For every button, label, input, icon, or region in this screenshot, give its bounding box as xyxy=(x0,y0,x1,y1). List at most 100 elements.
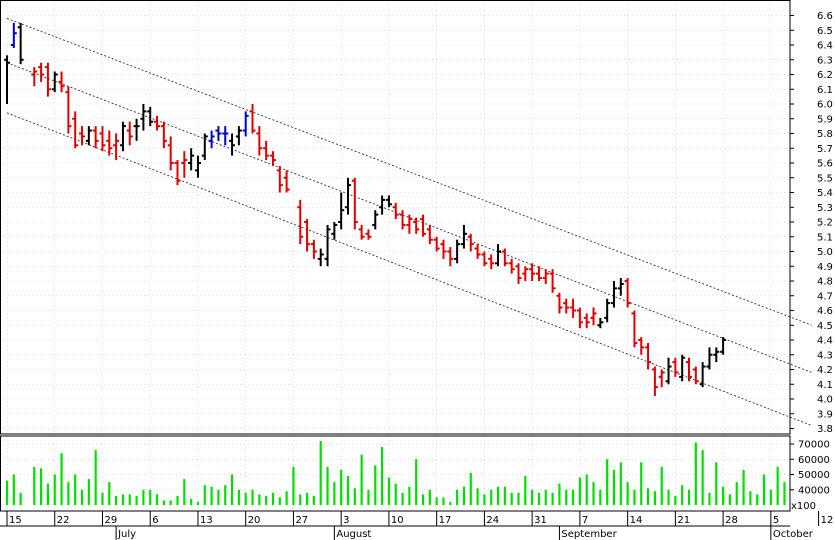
price-tick-label: 5.1 xyxy=(817,232,833,243)
ohlc-bar xyxy=(699,362,706,388)
price-tick-label: 4.4 xyxy=(817,336,833,347)
ohlc-bar xyxy=(501,248,508,267)
ohlc-bar xyxy=(372,210,379,230)
price-tick-label: 6.2 xyxy=(817,70,833,81)
ohlc-bar xyxy=(604,298,611,323)
ohlc-bar xyxy=(215,126,222,141)
ohlc-bar xyxy=(31,67,38,87)
volume-unit-label: x100 xyxy=(791,501,816,512)
date-tick-label: 24 xyxy=(486,515,499,526)
ohlc-bar xyxy=(686,357,692,382)
ohlc-bar xyxy=(474,244,481,259)
price-tick-label: 4.9 xyxy=(817,262,833,273)
ohlc-bar xyxy=(542,269,549,284)
ohlc-bar xyxy=(79,126,86,146)
ohlc-bar xyxy=(310,239,317,259)
date-tick-label: 7 xyxy=(582,515,588,526)
date-tick-label: 12 xyxy=(821,515,834,526)
ohlc-bar xyxy=(413,217,420,234)
price-tick-label: 4.0 xyxy=(817,395,833,406)
volume-tick-label: 70000 xyxy=(798,440,830,451)
ohlc-bar xyxy=(365,229,372,240)
ohlc-bar xyxy=(4,55,10,104)
ohlc-bar xyxy=(44,62,51,97)
ohlc-bar xyxy=(58,71,65,93)
ohlc-bar xyxy=(522,266,529,281)
price-tick-label: 4.5 xyxy=(817,321,833,332)
ohlc-bar xyxy=(249,104,256,134)
ohlc-bar xyxy=(65,86,72,134)
date-tick-label: 20 xyxy=(248,515,261,526)
ohlc-bar xyxy=(610,281,617,308)
ohlc-bar xyxy=(222,126,229,146)
ohlc-bar xyxy=(174,160,181,186)
ohlc-bar xyxy=(399,210,406,230)
ohlc-bar xyxy=(597,317,604,329)
ohlc-bar xyxy=(51,71,58,93)
price-tick-label: 5.5 xyxy=(817,173,833,184)
date-tick-label: 5 xyxy=(773,515,779,526)
price-tick-label: 3.8 xyxy=(817,424,833,435)
volume-panel-border xyxy=(0,435,791,512)
ohlc-bar xyxy=(583,313,590,329)
ohlc-bar xyxy=(495,244,502,267)
price-tick-label: 4.7 xyxy=(817,291,833,302)
date-tick-label: 29 xyxy=(104,515,117,526)
trend-channel xyxy=(6,18,812,426)
ohlc-bar xyxy=(576,307,583,329)
ohlc-bar xyxy=(385,195,392,208)
ohlc-bar xyxy=(672,357,679,377)
ohlc-bar xyxy=(426,224,433,245)
ohlc-bar xyxy=(99,126,106,152)
ohlc-bar xyxy=(679,354,686,382)
channel-line-lower xyxy=(6,112,812,426)
ohlc-bar xyxy=(351,177,358,230)
price-tick-label: 6.0 xyxy=(817,100,833,111)
price-tick-label: 5.2 xyxy=(817,218,833,229)
ohlc-bar xyxy=(549,269,556,293)
price-tick-label: 4.3 xyxy=(817,350,833,361)
ohlc-bar xyxy=(133,118,140,141)
ohlc-bar xyxy=(624,278,631,308)
ohlc-bar xyxy=(256,126,263,156)
price-tick-label: 3.9 xyxy=(817,409,833,420)
date-tick-label: 17 xyxy=(439,515,452,526)
ohlc-bar xyxy=(706,347,713,370)
date-tick-label: 28 xyxy=(725,515,738,526)
date-tick-label: 10 xyxy=(391,515,404,526)
price-tick-label: 4.6 xyxy=(817,306,833,317)
price-tick-label: 5.0 xyxy=(817,247,833,258)
ohlc-bar xyxy=(338,192,345,230)
date-tick-label: 15 xyxy=(9,515,22,526)
ohlc-bar xyxy=(147,106,154,127)
ohlc-bar xyxy=(229,133,236,156)
ohlc-bar xyxy=(304,219,311,252)
ohlc-bar xyxy=(720,337,727,355)
ohlc-bar xyxy=(10,22,17,48)
date-tick-label: 31 xyxy=(534,515,547,526)
ohlc-bar xyxy=(269,151,276,166)
ohlc-bar xyxy=(126,121,133,146)
volume-tick-label: 50000 xyxy=(798,470,830,481)
price-tick-label: 5.4 xyxy=(817,188,833,199)
volume-bars xyxy=(5,441,786,505)
volume-axis: 40000 50000 60000 70000 x100 xyxy=(790,440,830,512)
ohlc-bar xyxy=(194,155,201,178)
ohlc-bar xyxy=(92,126,99,149)
ohlc-bar xyxy=(420,214,427,237)
ohlc-bar xyxy=(645,342,652,370)
price-tick-label: 6.6 xyxy=(817,11,833,22)
price-tick-label: 4.2 xyxy=(817,365,833,376)
ohlc-bar xyxy=(713,347,720,363)
ohlc-bar xyxy=(72,111,79,149)
volume-tick-label: 60000 xyxy=(798,455,830,466)
price-tick-label: 5.9 xyxy=(817,114,833,125)
ohlc-bar xyxy=(515,263,522,284)
ohlc-bar xyxy=(85,126,92,146)
ohlc-bar xyxy=(297,199,304,245)
ohlc-bar xyxy=(433,236,440,252)
price-tick-label: 6.4 xyxy=(817,41,833,52)
ohlc-bars xyxy=(4,22,727,397)
ohlc-bar xyxy=(188,148,195,171)
ohlc-bar xyxy=(263,140,270,161)
